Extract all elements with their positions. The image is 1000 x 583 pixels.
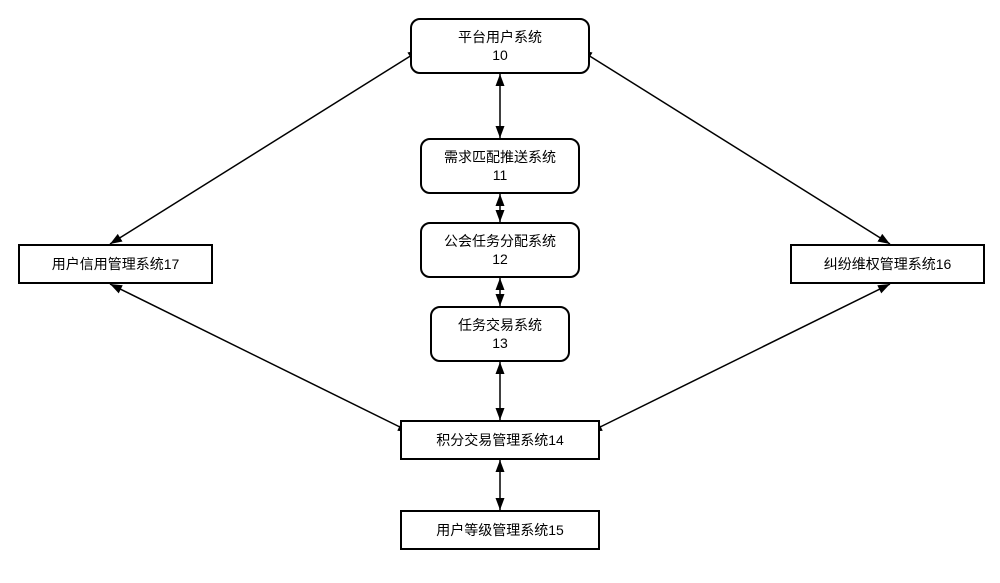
node-10: 平台用户系统 10 — [410, 18, 590, 74]
edge — [110, 284, 410, 432]
node-number: 11 — [493, 166, 508, 184]
node-label: 用户等级管理系统15 — [436, 521, 564, 539]
node-16: 纠纷维权管理系统16 — [790, 244, 985, 284]
edge — [110, 50, 420, 244]
node-label: 公会任务分配系统 — [444, 232, 556, 250]
node-11: 需求匹配推送系统 11 — [420, 138, 580, 194]
node-number: 12 — [492, 250, 508, 268]
diagram-canvas: 平台用户系统 10 需求匹配推送系统 11 公会任务分配系统 12 任务交易系统… — [0, 0, 1000, 583]
node-label: 任务交易系统 — [458, 316, 542, 334]
edge — [580, 50, 890, 244]
edges-layer — [0, 0, 1000, 583]
node-15: 用户等级管理系统15 — [400, 510, 600, 550]
node-number: 10 — [492, 46, 508, 64]
node-label: 纠纷维权管理系统16 — [824, 255, 952, 273]
node-label: 需求匹配推送系统 — [444, 148, 556, 166]
node-12: 公会任务分配系统 12 — [420, 222, 580, 278]
node-label: 平台用户系统 — [458, 28, 542, 46]
edge — [590, 284, 890, 432]
node-number: 13 — [492, 334, 508, 352]
node-17: 用户信用管理系统17 — [18, 244, 213, 284]
node-13: 任务交易系统 13 — [430, 306, 570, 362]
node-14: 积分交易管理系统14 — [400, 420, 600, 460]
node-label: 积分交易管理系统14 — [436, 431, 564, 449]
node-label: 用户信用管理系统17 — [52, 255, 180, 273]
